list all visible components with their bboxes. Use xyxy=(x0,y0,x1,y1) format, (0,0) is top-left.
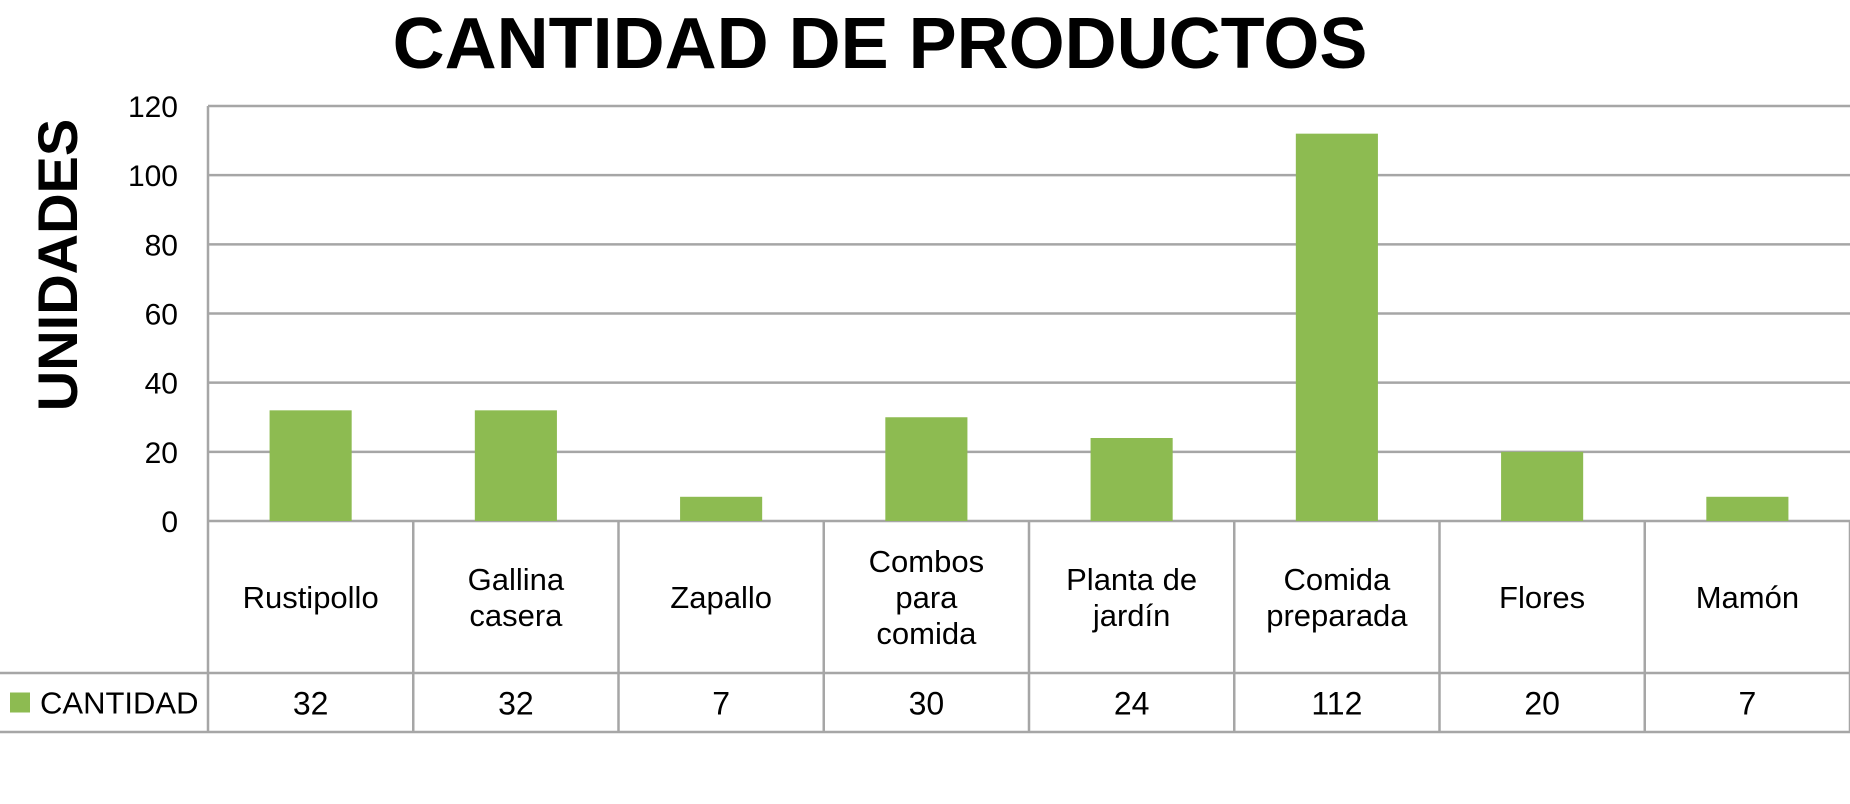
legend-label: CANTIDAD xyxy=(40,686,198,721)
bar xyxy=(1295,133,1378,521)
category-label: Zapallo xyxy=(670,580,772,615)
bar xyxy=(1501,451,1584,521)
category-label: Planta de jardín xyxy=(1066,562,1197,633)
legend-swatch xyxy=(10,692,30,713)
category-label: Flores xyxy=(1499,580,1585,615)
category-label: Combos para comida xyxy=(869,544,984,651)
y-tick-label: 100 xyxy=(128,160,178,193)
bar xyxy=(885,417,968,521)
data-value-label: 7 xyxy=(1738,686,1756,722)
y-tick-label: 80 xyxy=(145,229,178,262)
bar xyxy=(1090,438,1173,521)
y-tick-label: 60 xyxy=(145,299,178,332)
category-label: Gallina casera xyxy=(468,562,565,633)
data-value-label: 7 xyxy=(712,686,730,722)
bar xyxy=(474,410,557,521)
y-tick-label: 120 xyxy=(128,91,178,124)
data-value-label: 30 xyxy=(909,686,945,722)
bar xyxy=(1706,496,1789,521)
data-value-label: 32 xyxy=(498,686,534,722)
data-table: Rustipollo 32 Gallina casera 32 Zapallo 7 Combo… xyxy=(0,521,1850,734)
bar xyxy=(680,496,763,521)
data-value-label: 112 xyxy=(1311,686,1362,722)
bars xyxy=(269,133,1789,521)
y-axis-label: UNIDADES xyxy=(26,119,89,411)
y-axis-ticks: 0 20 40 60 80 100 120 xyxy=(128,91,178,539)
data-value-label: 32 xyxy=(293,686,329,722)
bar xyxy=(269,410,352,521)
data-value-label: 20 xyxy=(1524,686,1560,722)
category-label: Rustipollo xyxy=(243,580,379,615)
category-label: Mamón xyxy=(1696,580,1799,615)
y-tick-label: 40 xyxy=(145,368,178,401)
y-tick-label: 0 xyxy=(161,506,178,539)
data-value-label: 24 xyxy=(1114,686,1150,722)
chart-title: CANTIDAD DE PRODUCTOS xyxy=(393,4,1368,84)
category-label: Comida preparada xyxy=(1266,562,1408,633)
y-tick-label: 20 xyxy=(145,437,178,470)
